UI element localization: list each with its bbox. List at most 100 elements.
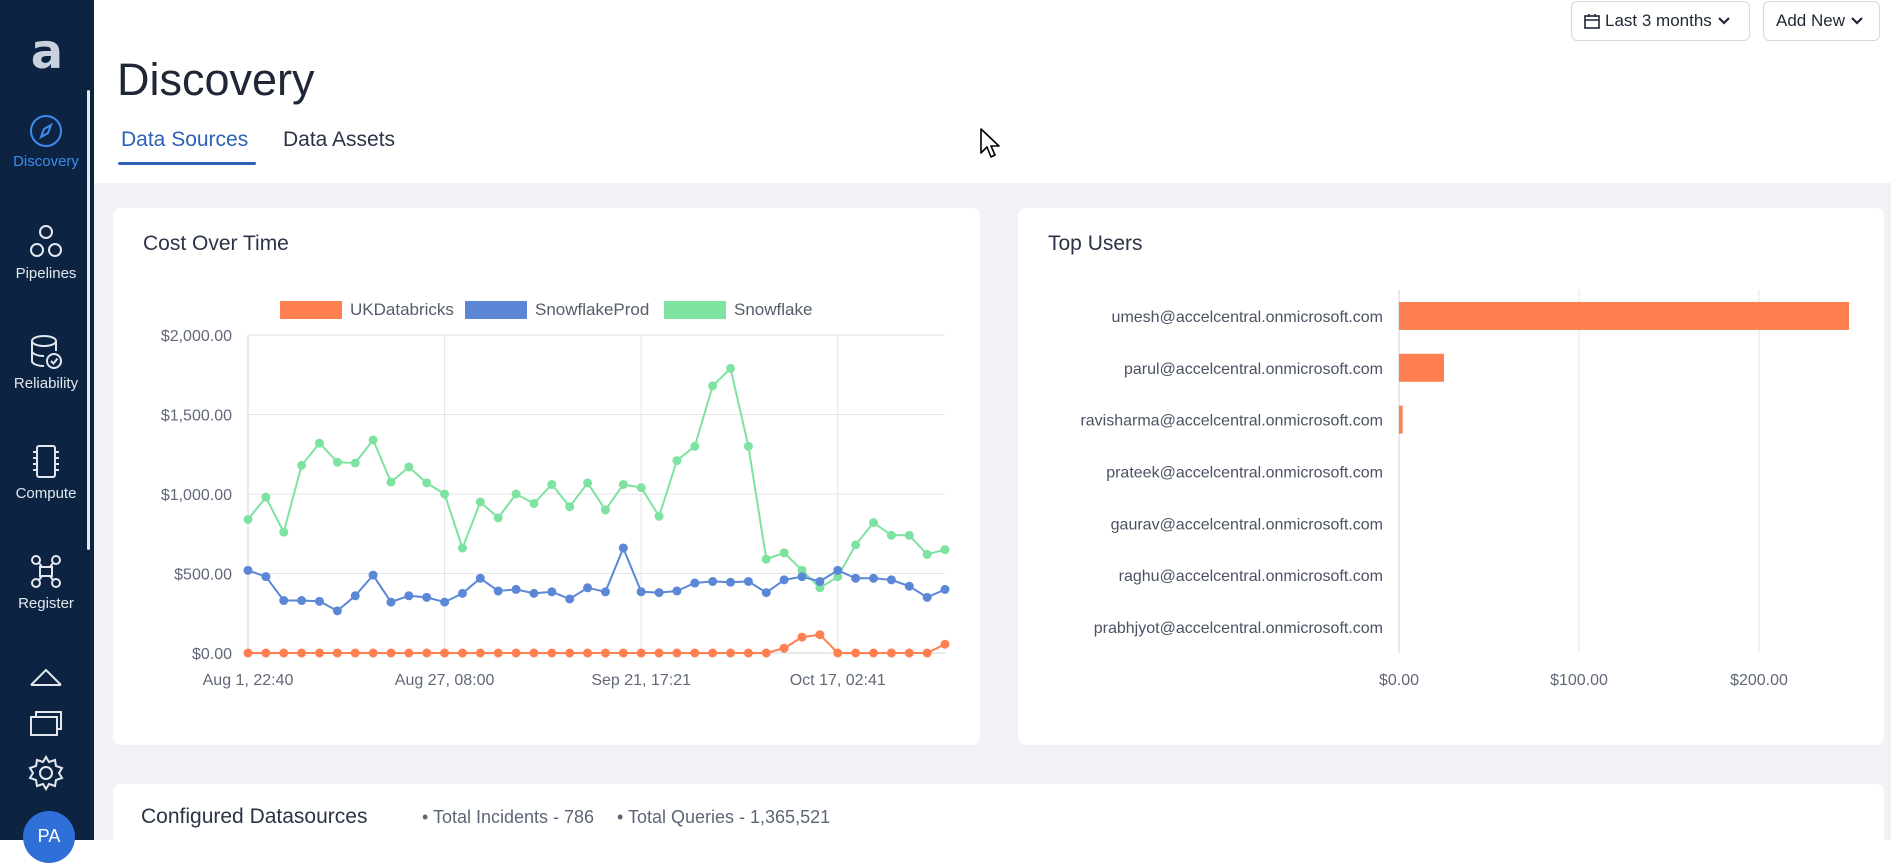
top-users-chart: $0.00$100.00$200.00umesh@accelcentral.on… xyxy=(1018,208,1884,745)
tab-data-sources[interactable]: Data Sources xyxy=(121,128,248,152)
add-new-label: Add New xyxy=(1776,11,1845,31)
active-tab-indicator xyxy=(118,162,256,165)
data-point-ukdatabricks xyxy=(315,649,324,658)
x-tick-label: Oct 17, 02:41 xyxy=(790,672,886,689)
chevron-down-icon xyxy=(1850,16,1864,26)
cards-icon[interactable] xyxy=(0,709,92,742)
data-point-snowflakeprod xyxy=(529,589,538,598)
y-tick-label: $500.00 xyxy=(174,567,232,584)
data-point-snowflake xyxy=(476,497,485,506)
chevron-down-icon xyxy=(1717,16,1731,26)
sidebar-item-pipelines[interactable]: Pipelines xyxy=(0,223,92,282)
y-tick-label: $1,500.00 xyxy=(161,408,232,425)
data-point-snowflake xyxy=(708,381,717,390)
sidebar-item-discovery[interactable]: Discovery xyxy=(0,113,92,170)
data-point-snowflakeprod xyxy=(458,589,467,598)
data-point-snowflakeprod xyxy=(887,575,896,584)
data-point-snowflake xyxy=(333,458,342,467)
data-point-snowflake xyxy=(619,480,628,489)
data-point-ukdatabricks xyxy=(601,649,610,658)
data-point-snowflake xyxy=(261,493,270,502)
data-point-snowflake xyxy=(404,462,413,471)
data-point-snowflake xyxy=(297,461,306,470)
data-point-snowflake xyxy=(386,478,395,487)
sidebar-item-label: Register xyxy=(18,595,74,612)
sidebar-item-compute[interactable]: Compute xyxy=(0,443,92,502)
data-point-snowflake xyxy=(851,540,860,549)
mouse-cursor-icon xyxy=(980,128,1002,160)
data-point-snowflakeprod xyxy=(780,575,789,584)
data-point-snowflakeprod xyxy=(351,591,360,600)
data-point-snowflake xyxy=(565,502,574,511)
data-point-snowflakeprod xyxy=(690,579,699,588)
y-tick-label: prabhjyot@accelcentral.onmicrosoft.com xyxy=(1094,620,1383,637)
data-point-snowflakeprod xyxy=(583,583,592,592)
data-point-snowflakeprod xyxy=(422,593,431,602)
data-point-ukdatabricks xyxy=(690,649,699,658)
data-point-snowflake xyxy=(601,505,610,514)
date-range-dropdown[interactable]: Last 3 months xyxy=(1571,1,1750,41)
data-point-ukdatabricks xyxy=(494,649,503,658)
sidebar-item-reliability[interactable]: Reliability xyxy=(0,333,92,392)
pipelines-icon xyxy=(28,223,64,261)
data-point-snowflakeprod xyxy=(404,591,413,600)
data-point-snowflake xyxy=(869,518,878,527)
y-tick-label: ravisharma@accelcentral.onmicrosoft.com xyxy=(1080,413,1383,430)
data-point-snowflakeprod xyxy=(512,585,521,594)
data-point-snowflake xyxy=(458,544,467,553)
data-point-snowflake xyxy=(672,456,681,465)
data-point-snowflakeprod xyxy=(565,594,574,603)
x-tick-label: Sep 21, 17:21 xyxy=(591,672,691,689)
data-point-ukdatabricks xyxy=(762,649,771,658)
cost-over-time-chart: $0.00$500.00$1,000.00$1,500.00$2,000.00A… xyxy=(113,208,980,745)
data-point-ukdatabricks xyxy=(637,649,646,658)
data-point-ukdatabricks xyxy=(655,649,664,658)
sidebar-item-label: Reliability xyxy=(14,375,78,392)
data-point-ukdatabricks xyxy=(798,633,807,642)
settings-gear-icon[interactable] xyxy=(0,755,92,796)
x-tick-label: $100.00 xyxy=(1550,672,1608,689)
register-icon xyxy=(28,553,64,591)
data-point-snowflake xyxy=(762,555,771,564)
data-point-ukdatabricks xyxy=(708,649,717,658)
sidebar-item-register[interactable]: Register xyxy=(0,553,92,612)
data-point-snowflakeprod xyxy=(297,596,306,605)
total-incidents: • Total Incidents - 786 xyxy=(422,807,594,828)
data-point-ukdatabricks xyxy=(905,649,914,658)
compass-icon xyxy=(28,113,64,149)
x-tick-label: Aug 27, 08:00 xyxy=(395,672,495,689)
bar xyxy=(1399,406,1403,434)
calendar-icon xyxy=(1584,13,1600,29)
data-point-snowflake xyxy=(315,439,324,448)
sidebar-item-label: Pipelines xyxy=(16,265,77,282)
add-new-dropdown[interactable]: Add New xyxy=(1763,1,1880,41)
data-point-snowflake xyxy=(905,531,914,540)
page-title: Discovery xyxy=(117,54,315,106)
tab-data-assets[interactable]: Data Assets xyxy=(283,128,395,152)
data-point-snowflakeprod xyxy=(744,577,753,586)
data-point-ukdatabricks xyxy=(386,649,395,658)
data-point-snowflake xyxy=(923,550,932,559)
bar xyxy=(1399,302,1849,330)
data-point-snowflake xyxy=(369,435,378,444)
data-point-ukdatabricks xyxy=(244,649,253,658)
data-point-snowflake xyxy=(422,478,431,487)
data-point-snowflake xyxy=(583,478,592,487)
data-point-ukdatabricks xyxy=(833,649,842,658)
avatar[interactable]: PA xyxy=(23,811,75,863)
data-point-snowflakeprod xyxy=(637,587,646,596)
data-point-snowflakeprod xyxy=(923,593,932,602)
data-point-snowflakeprod xyxy=(279,596,288,605)
data-point-snowflake xyxy=(744,442,753,451)
upload-cloud-icon[interactable] xyxy=(0,665,92,694)
sidebar-scrollbar[interactable] xyxy=(87,90,90,550)
data-point-ukdatabricks xyxy=(333,649,342,658)
sidebar-item-label: Compute xyxy=(16,485,77,502)
data-point-ukdatabricks xyxy=(744,649,753,658)
data-point-ukdatabricks xyxy=(941,640,950,649)
data-point-snowflake xyxy=(655,512,664,521)
data-point-snowflakeprod xyxy=(905,582,914,591)
data-point-snowflakeprod xyxy=(315,597,324,606)
data-point-ukdatabricks xyxy=(261,649,270,658)
y-tick-label: $2,000.00 xyxy=(161,328,232,345)
